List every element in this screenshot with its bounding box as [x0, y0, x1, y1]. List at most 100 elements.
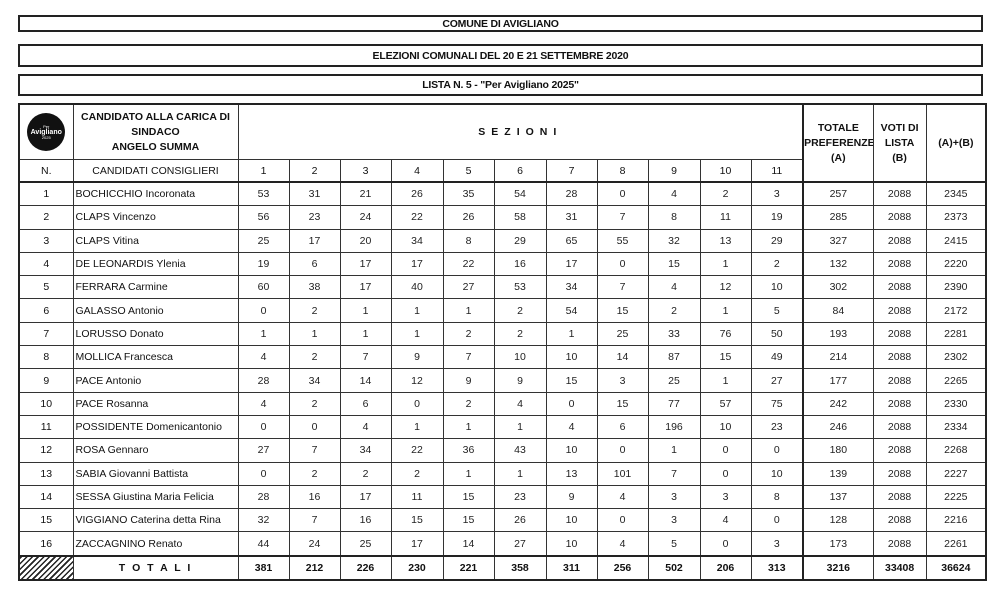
section-votes: 15	[390, 508, 444, 533]
section-votes: 1	[237, 321, 290, 347]
sum-header: (A)+(B)	[925, 103, 987, 183]
section-header-10: 10	[699, 159, 752, 183]
section-header-6: 6	[493, 159, 547, 183]
section-votes: 0	[237, 414, 290, 440]
section-votes: 10	[699, 414, 752, 440]
total-a-plus-b: 2345	[925, 181, 987, 207]
totale-preferenze: 285	[802, 205, 874, 230]
section-votes: 2	[288, 298, 341, 323]
section-total: 206	[699, 554, 752, 581]
section-votes: 31	[545, 205, 598, 230]
sezioni-header: SEZIONI	[237, 103, 804, 160]
table-row: 10 PACE Rosanna 4 2 6 0 2 4 0 15 77 57 75 242 2088 2330	[18, 391, 987, 416]
table-row: 9 PACE Antonio 28 34 14 12 9 9 15 3 25 1 27 177 2088 22…	[18, 368, 987, 393]
header-line: VOTI DI	[880, 121, 919, 134]
row-number: 8	[18, 345, 74, 370]
section-votes: 44	[237, 531, 290, 557]
candidate-name: VIGGIANO Caterina detta Rina	[72, 508, 239, 533]
total-a-plus-b: 2334	[925, 414, 987, 440]
section-votes: 6	[596, 414, 649, 440]
section-votes: 15	[647, 251, 701, 277]
section-votes: 1	[493, 414, 547, 440]
section-votes: 65	[545, 228, 598, 253]
section-votes: 1	[442, 414, 495, 440]
section-votes: 7	[647, 461, 701, 486]
total-a-plus-b: 2373	[925, 205, 987, 230]
section-votes: 7	[596, 275, 649, 300]
section-votes: 54	[493, 181, 547, 207]
row-number: 10	[18, 391, 74, 416]
section-votes: 40	[390, 275, 444, 300]
section-votes: 25	[339, 531, 392, 557]
section-votes: 21	[339, 181, 392, 207]
voti-lista: 2088	[872, 438, 927, 463]
totale-preferenze-total: 3216	[802, 554, 874, 581]
total-a-plus-b: 2172	[925, 298, 987, 323]
section-votes: 36	[442, 438, 495, 463]
section-votes: 1	[390, 321, 444, 347]
lista-title: LISTA N. 5 - "Per Avigliano 2025"	[18, 74, 983, 96]
section-votes: 7	[442, 345, 495, 370]
section-votes: 0	[699, 438, 752, 463]
section-header-8: 8	[596, 159, 649, 183]
section-votes: 12	[390, 368, 444, 393]
candidate-name: ROSA Gennaro	[72, 438, 239, 463]
section-votes: 75	[750, 391, 804, 416]
section-votes: 0	[750, 438, 804, 463]
section-votes: 10	[545, 531, 598, 557]
section-votes: 4	[596, 484, 649, 510]
total-a-plus-b: 2302	[925, 345, 987, 370]
header-line: LISTA	[884, 136, 915, 149]
section-votes: 5	[647, 531, 701, 557]
section-votes: 10	[750, 275, 804, 300]
section-votes: 0	[237, 461, 290, 486]
totale-preferenze: 327	[802, 228, 874, 253]
section-votes: 77	[647, 391, 701, 416]
hatched-cell	[18, 554, 74, 581]
voti-lista: 2088	[872, 275, 927, 300]
section-votes: 4	[596, 531, 649, 557]
section-votes: 10	[750, 461, 804, 486]
section-header-2: 2	[288, 159, 341, 183]
section-total: 313	[750, 554, 804, 581]
logo-text: Avigliano	[30, 128, 62, 136]
section-votes: 2	[288, 345, 341, 370]
section-votes: 4	[237, 391, 290, 416]
candidate-name: FERRARA Carmine	[72, 275, 239, 300]
header-line: PREFERENZE	[804, 136, 874, 149]
row-number: 3	[18, 228, 74, 253]
section-votes: 2	[647, 298, 701, 323]
section-votes: 26	[493, 508, 547, 533]
section-votes: 4	[647, 181, 701, 207]
sindaco-label-1: CANDIDATO ALLA CARICA DI	[81, 110, 230, 123]
section-votes: 3	[596, 368, 649, 393]
section-votes: 24	[339, 205, 392, 230]
table-row: 8 MOLLICA Francesca 4 2 7 9 7 10 10 14 87 15 49 214 20…	[18, 345, 987, 370]
section-header-11: 11	[750, 159, 804, 183]
section-votes: 32	[237, 508, 290, 533]
table-row: 1 BOCHICCHIO Incoronata 53 31 21 26 35 54 28 0 4 2 3…	[18, 181, 987, 207]
section-votes: 7	[596, 205, 649, 230]
section-votes: 16	[493, 251, 547, 277]
section-total: 226	[339, 554, 392, 581]
section-votes: 5	[750, 298, 804, 323]
section-votes: 1	[699, 298, 752, 323]
section-votes: 10	[493, 345, 547, 370]
table-row: 16 ZACCAGNINO Renato 44 24 25 17 14 27 10 4 5 0 3 173…	[18, 531, 987, 557]
section-votes: 14	[442, 531, 495, 557]
section-votes: 25	[596, 321, 649, 347]
comune-title: COMUNE DI AVIGLIANO	[18, 15, 983, 32]
row-number: 16	[18, 531, 74, 557]
section-votes: 26	[390, 181, 444, 207]
totale-preferenze-header: TOTALE PREFERENZE (A)	[802, 103, 874, 183]
list-logo: Per Avigliano 2025	[27, 113, 66, 151]
section-votes: 2	[442, 391, 495, 416]
section-header-5: 5	[442, 159, 495, 183]
total-a-plus-b: 2415	[925, 228, 987, 253]
section-votes: 1	[339, 321, 392, 347]
table-row: 7 LORUSSO Donato 1 1 1 1 2 2 1 25 33 76 50 193 2088 228…	[18, 321, 987, 347]
section-votes: 2	[390, 461, 444, 486]
table-row: 12 ROSA Gennaro 27 7 34 22 36 43 10 0 1 0 0 180 2088 22…	[18, 438, 987, 463]
candidate-name: CLAPS Vitina	[72, 228, 239, 253]
section-votes: 15	[596, 298, 649, 323]
